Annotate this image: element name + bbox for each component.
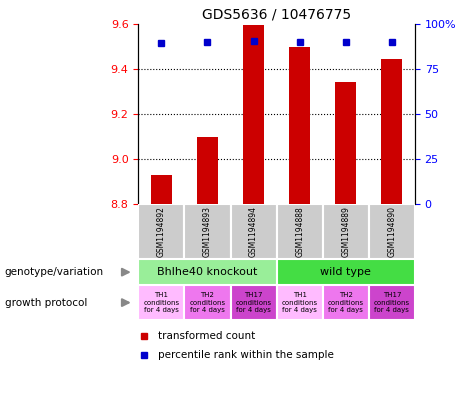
Text: Bhlhe40 knockout: Bhlhe40 knockout: [157, 267, 258, 277]
Bar: [277, 285, 323, 320]
Text: wild type: wild type: [320, 267, 371, 277]
Bar: [369, 204, 415, 259]
Text: TH1
conditions
for 4 days: TH1 conditions for 4 days: [143, 292, 179, 313]
Text: transformed count: transformed count: [158, 331, 255, 342]
Text: GSM1194889: GSM1194889: [341, 206, 350, 257]
Bar: [197, 137, 218, 204]
Bar: [382, 59, 402, 204]
Title: GDS5636 / 10476775: GDS5636 / 10476775: [202, 7, 351, 21]
Bar: [323, 204, 369, 259]
Bar: [277, 259, 415, 285]
Text: growth protocol: growth protocol: [5, 298, 87, 308]
Text: GSM1194890: GSM1194890: [387, 206, 396, 257]
Text: GSM1194888: GSM1194888: [295, 206, 304, 257]
Bar: [243, 25, 264, 204]
Text: TH17
conditions
for 4 days: TH17 conditions for 4 days: [374, 292, 410, 313]
Bar: [336, 83, 356, 204]
Bar: [138, 285, 184, 320]
Bar: [184, 285, 230, 320]
Bar: [230, 204, 277, 259]
Bar: [138, 204, 184, 259]
Bar: [369, 285, 415, 320]
Bar: [230, 285, 277, 320]
Bar: [323, 285, 369, 320]
Text: TH17
conditions
for 4 days: TH17 conditions for 4 days: [236, 292, 272, 313]
Text: TH1
conditions
for 4 days: TH1 conditions for 4 days: [282, 292, 318, 313]
Bar: [184, 204, 230, 259]
Bar: [290, 47, 310, 204]
Text: TH2
conditions
for 4 days: TH2 conditions for 4 days: [189, 292, 225, 313]
Text: genotype/variation: genotype/variation: [5, 267, 104, 277]
Text: GSM1194893: GSM1194893: [203, 206, 212, 257]
Text: GSM1194892: GSM1194892: [157, 206, 166, 257]
Text: TH2
conditions
for 4 days: TH2 conditions for 4 days: [328, 292, 364, 313]
Bar: [138, 259, 277, 285]
Text: percentile rank within the sample: percentile rank within the sample: [158, 350, 334, 360]
Bar: [277, 204, 323, 259]
Bar: [151, 175, 171, 204]
Text: GSM1194894: GSM1194894: [249, 206, 258, 257]
